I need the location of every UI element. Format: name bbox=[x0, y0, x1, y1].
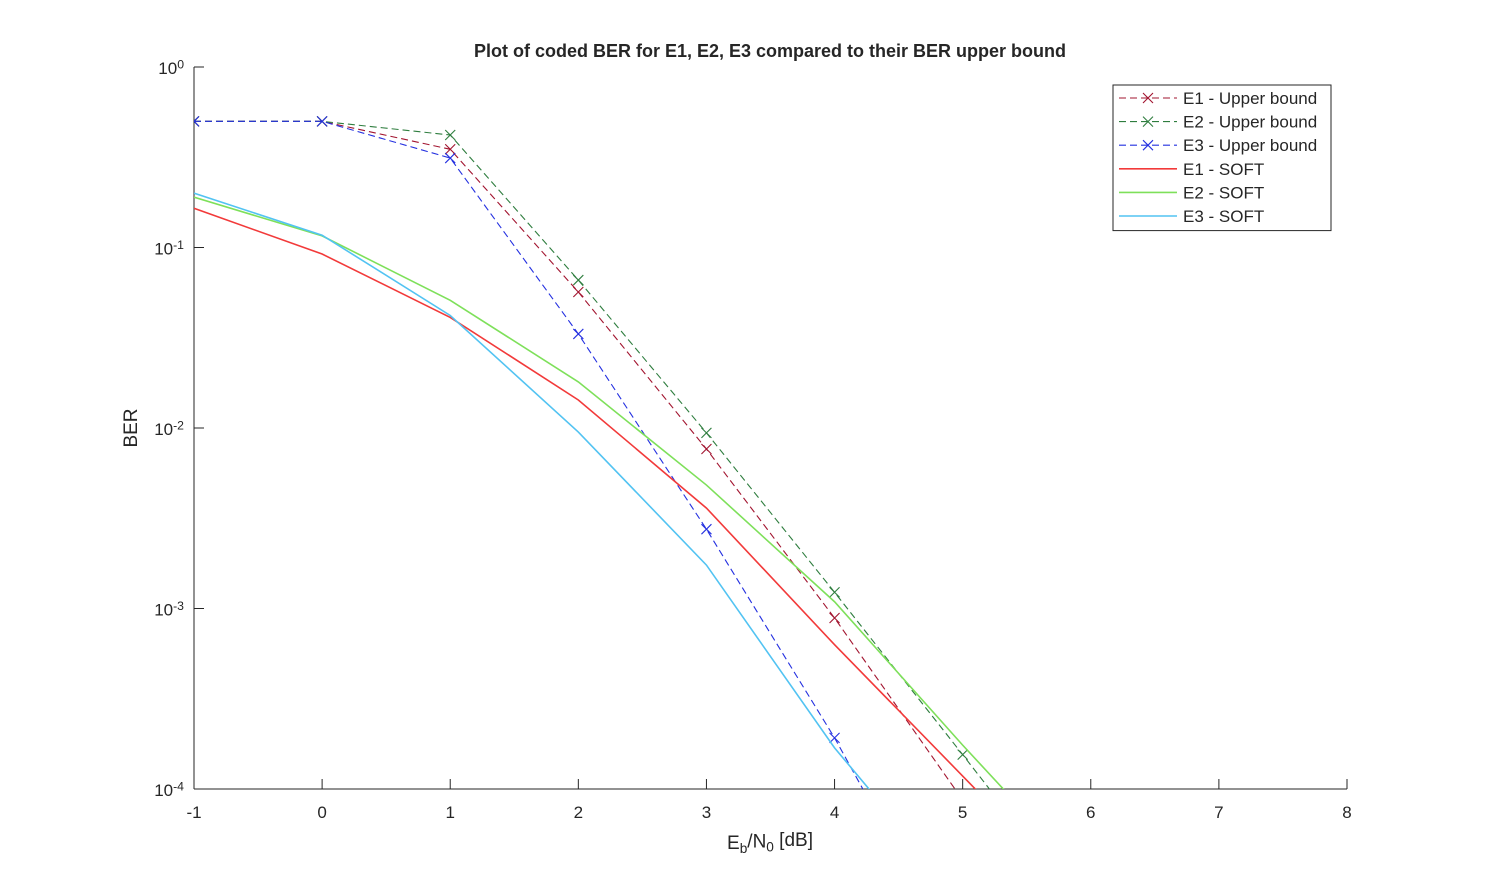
legend-box bbox=[1112, 84, 1332, 232]
marker bbox=[444, 129, 456, 141]
y-tick-label: 10-2​ bbox=[154, 418, 184, 439]
marker bbox=[316, 115, 328, 127]
series-line bbox=[194, 120, 956, 789]
y-tick-label: 10-4​ bbox=[154, 779, 184, 800]
legend-label: E3 - Upper bound bbox=[1183, 136, 1317, 155]
marker bbox=[829, 612, 840, 624]
x-axis-label: Eb​/N0​ [dB] bbox=[727, 830, 813, 856]
marker bbox=[194, 115, 200, 127]
x-tick-label: 2 bbox=[574, 803, 583, 822]
series-line bbox=[194, 207, 977, 789]
marker bbox=[444, 143, 456, 155]
legend-marker bbox=[1142, 139, 1154, 151]
marker bbox=[829, 732, 840, 744]
marker bbox=[701, 443, 712, 455]
y-axis-label: BER bbox=[121, 408, 142, 447]
legend-marker bbox=[1142, 92, 1154, 104]
series-line bbox=[194, 120, 864, 789]
x-tick-label: 7 bbox=[1214, 803, 1223, 822]
x-tick-label: 4 bbox=[830, 803, 839, 822]
y-tick-label: 10-1​ bbox=[154, 238, 184, 259]
series-line bbox=[194, 192, 871, 789]
x-tick-label: 1 bbox=[445, 803, 454, 822]
legend-label: E1 - SOFT bbox=[1183, 160, 1264, 179]
x-tick-label: 8 bbox=[1342, 803, 1351, 822]
marker bbox=[572, 286, 584, 298]
marker bbox=[444, 152, 456, 164]
series-line bbox=[194, 196, 1005, 789]
marker bbox=[701, 523, 712, 535]
legend-label: E3 - SOFT bbox=[1183, 207, 1264, 226]
x-tick-label: 6 bbox=[1086, 803, 1095, 822]
marker bbox=[957, 749, 969, 761]
legend: E1 - Upper bound E2 - Upper bound E3 - Upp… bbox=[1112, 84, 1332, 232]
legend-label: E2 - SOFT bbox=[1183, 183, 1264, 202]
marker bbox=[572, 274, 584, 286]
plot-area bbox=[194, 115, 1005, 789]
x-tick-label: 5 bbox=[958, 803, 967, 822]
marker bbox=[572, 328, 584, 340]
legend-label: E1 - Upper bound bbox=[1183, 89, 1317, 108]
x-tick-label: -1 bbox=[186, 803, 201, 822]
legend-marker bbox=[1142, 116, 1154, 127]
marker bbox=[829, 586, 840, 598]
marker bbox=[701, 427, 712, 439]
x-tick-label: 0 bbox=[317, 803, 326, 822]
legend-label: E2 - Upper bound bbox=[1183, 113, 1317, 132]
series-line bbox=[194, 120, 991, 789]
y-tick-label: 10-3​ bbox=[154, 599, 184, 620]
chart-title: Plot of coded BER for E1, E2, E3 compare… bbox=[474, 41, 1066, 61]
y-tick-label: 100​ bbox=[158, 57, 184, 78]
x-tick-label: 3 bbox=[702, 803, 711, 822]
